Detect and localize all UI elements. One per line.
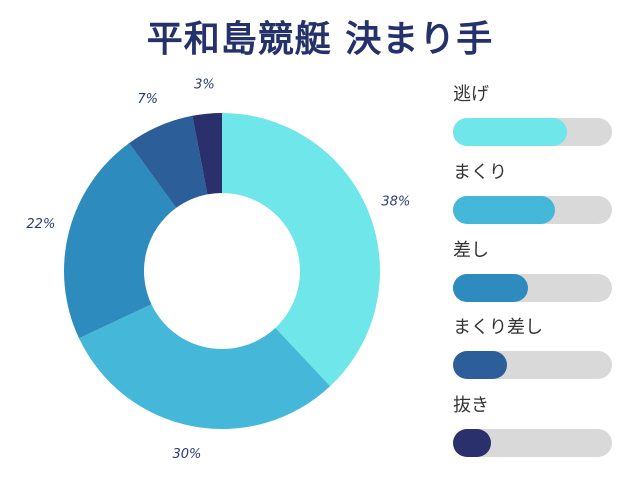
donut-slice-2 [63, 143, 177, 339]
slice-label-0: 38% [381, 195, 410, 210]
legend-bar-track [453, 274, 612, 302]
slice-label-1: 30% [173, 447, 202, 462]
slice-label-3: 7% [137, 92, 158, 107]
slice-label-4: 3% [194, 77, 215, 92]
legend-item-4: 抜き [453, 391, 623, 457]
legend-item-2: 差し [453, 236, 623, 302]
donut-slice-4 [192, 113, 222, 195]
legend-label: まくり [453, 162, 507, 183]
legend-label: まくり差し [453, 317, 543, 338]
legend-bar-fill [453, 429, 492, 457]
legend-bar-track [453, 196, 612, 224]
legend-item-1: まくり [453, 158, 623, 224]
legend-bar-track [453, 351, 612, 379]
slice-label-2: 22% [26, 217, 55, 232]
legend-bar-fill [453, 196, 555, 224]
donut-slice-3 [129, 115, 208, 208]
legend-label: 逃げ [453, 84, 489, 105]
donut-slice-0 [222, 113, 381, 387]
legend-bar-track [453, 118, 612, 146]
chart-title: 平和島競艇 決まり手 [146, 19, 494, 60]
legend-label: 抜き [453, 395, 489, 416]
legend-bar-track [453, 429, 612, 457]
legend-bar-fill [453, 274, 528, 302]
legend-bar-fill [453, 351, 508, 379]
legend-item-3: まくり差し [453, 313, 623, 379]
legend-bar-fill [453, 118, 568, 146]
legend-item-0: 逃げ [453, 80, 623, 146]
donut-slice-1 [79, 304, 331, 429]
legend-label: 差し [453, 240, 489, 261]
